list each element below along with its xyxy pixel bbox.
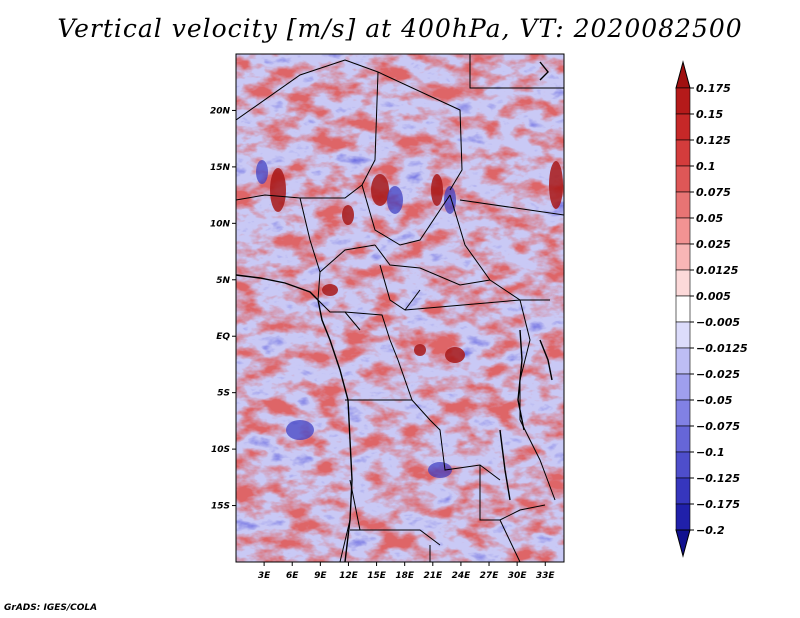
colorbar-label: −0.1 bbox=[696, 446, 725, 459]
colorbar-label: −0.005 bbox=[696, 316, 740, 329]
grads-credit: GrADS: IGES/COLA bbox=[4, 603, 98, 613]
colorbar-swatch bbox=[675, 425, 691, 453]
lon-tick-label: 24E bbox=[452, 571, 472, 581]
lat-tick-label: 5N bbox=[216, 276, 230, 286]
colorbar-swatch bbox=[675, 191, 691, 219]
lon-tick-label: 18E bbox=[395, 571, 415, 581]
lon-tick-label: 12E bbox=[339, 571, 359, 581]
lat-tick-label: 15N bbox=[210, 163, 231, 173]
lon-tick-label: 15E bbox=[367, 571, 387, 581]
descent-cells bbox=[256, 160, 456, 478]
colorbar-label: −0.175 bbox=[696, 498, 740, 511]
ascent-cells bbox=[270, 161, 563, 363]
colorbar-swatch bbox=[675, 295, 691, 323]
chart-title: Vertical velocity [m/s] at 400hPa, VT: 2… bbox=[57, 14, 743, 43]
colorbar-label: −0.0125 bbox=[696, 342, 748, 355]
lat-tick-label: EQ bbox=[216, 332, 230, 342]
lon-tick-label: 33E bbox=[536, 571, 556, 581]
colorbar-swatch bbox=[675, 269, 691, 297]
colorbar-label: −0.025 bbox=[696, 368, 740, 381]
colorbar-label: −0.2 bbox=[696, 524, 725, 537]
longitude-axis: 3E 6E 9E 12E 15E 18E 21E 24E 27E 30E 33E bbox=[258, 562, 556, 581]
lon-tick-label: 3E bbox=[258, 571, 271, 581]
colorbar-label: 0.0125 bbox=[696, 264, 739, 277]
colorbar-label: 0.075 bbox=[696, 186, 731, 199]
colorbar-bottom-arrow bbox=[675, 529, 691, 558]
colorbar-swatch bbox=[675, 373, 691, 401]
colorbar-swatch bbox=[675, 217, 691, 245]
lat-tick-label: 10S bbox=[211, 445, 230, 455]
coastlines bbox=[236, 61, 553, 562]
colorbar-label: −0.05 bbox=[696, 394, 733, 407]
map-panel bbox=[236, 54, 564, 562]
lat-tick-label: 20N bbox=[210, 106, 231, 116]
lat-tick-label: 10N bbox=[210, 219, 231, 229]
velocity-field bbox=[236, 54, 564, 562]
lat-tick-label: 5S bbox=[217, 389, 230, 399]
colorbar-swatch bbox=[675, 321, 691, 349]
colorbar-swatch bbox=[675, 113, 691, 141]
colorbar-label: −0.125 bbox=[696, 472, 740, 485]
colorbar: 0.175 0.15 0.125 0.1 0.075 0.05 0.025 0.0125 0.0… bbox=[675, 60, 748, 558]
lon-tick-label: 6E bbox=[286, 571, 299, 581]
colorbar-label: 0.125 bbox=[696, 134, 731, 147]
colorbar-label: 0.005 bbox=[696, 290, 731, 303]
colorbar-label: −0.075 bbox=[696, 420, 740, 433]
colorbar-swatch bbox=[675, 165, 691, 193]
colorbar-label: 0.15 bbox=[696, 108, 723, 121]
colorbar-swatch bbox=[675, 87, 691, 115]
lon-tick-label: 9E bbox=[314, 571, 327, 581]
colorbar-swatch bbox=[675, 243, 691, 271]
colorbar-swatch bbox=[675, 399, 691, 427]
colorbar-swatch bbox=[675, 451, 691, 479]
colorbar-label: 0.175 bbox=[696, 82, 731, 95]
map-figure: 20N 15N 10N 5N EQ 5S 10S 15S 3E 6E 9E 12E 15E 18E 21E… bbox=[210, 53, 748, 581]
lat-tick-label: 15S bbox=[211, 502, 230, 512]
map-frame bbox=[235, 53, 565, 563]
lon-tick-label: 27E bbox=[480, 571, 500, 581]
colorbar-label: 0.05 bbox=[696, 212, 723, 225]
lon-tick-label: 30E bbox=[508, 571, 528, 581]
colorbar-label: 0.1 bbox=[696, 160, 716, 173]
colorbar-swatch bbox=[675, 139, 691, 167]
colorbar-top-arrow bbox=[675, 60, 691, 89]
colorbar-swatch bbox=[675, 477, 691, 505]
lon-tick-label: 21E bbox=[423, 571, 443, 581]
colorbar-label: 0.025 bbox=[696, 238, 731, 251]
latitude-axis: 20N 15N 10N 5N EQ 5S 10S 15S bbox=[210, 106, 236, 512]
colorbar-swatch bbox=[675, 347, 691, 375]
colorbar-swatch bbox=[675, 503, 691, 531]
